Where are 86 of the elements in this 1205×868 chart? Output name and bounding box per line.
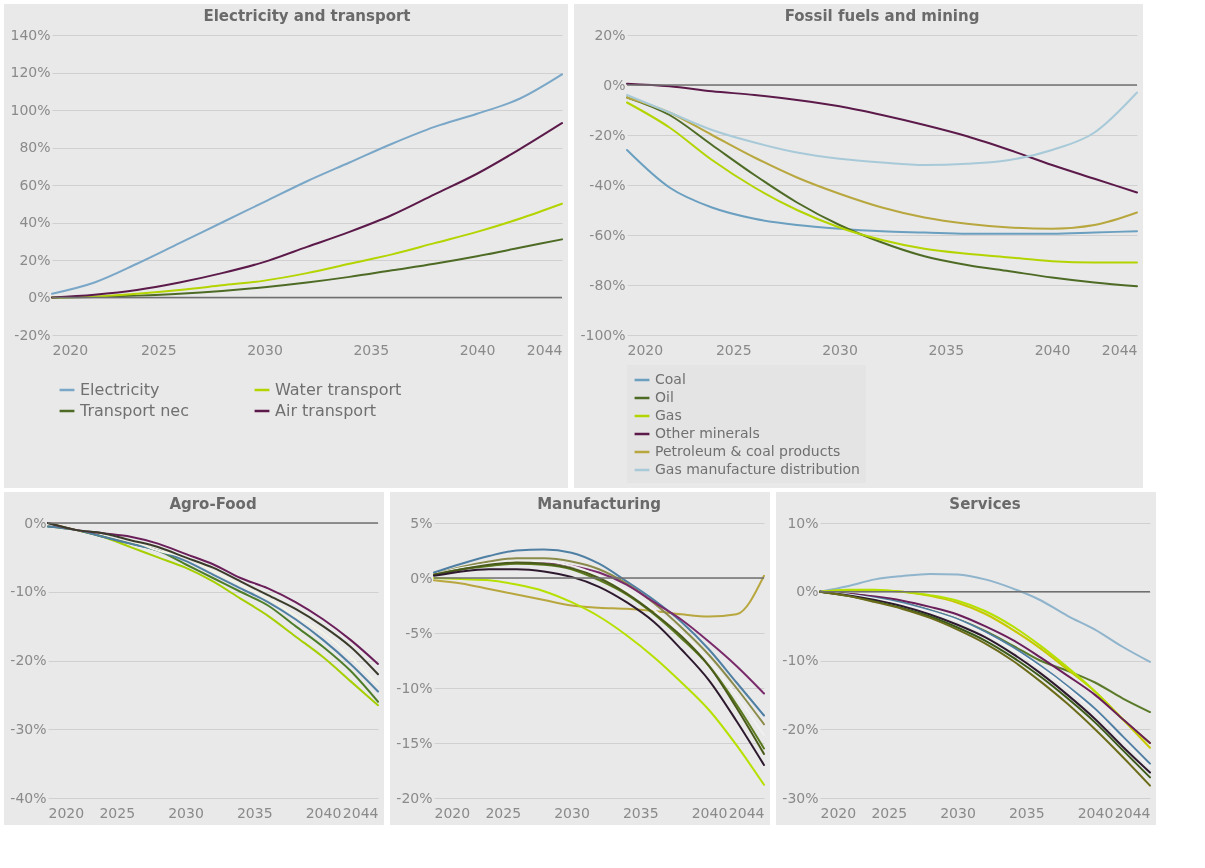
legend-label: Electricity [80, 380, 160, 399]
x-tick-label: 2044 [1101, 341, 1138, 358]
legend-label: Oil [655, 389, 674, 405]
x-tick-label: 2044 [342, 804, 379, 821]
y-tick-label: -15% [396, 734, 433, 751]
x-tick-label: 2030 [940, 804, 976, 821]
x-tick-label: 2020 [820, 804, 857, 821]
line-series [819, 572, 1151, 663]
legend-label: Other minerals [655, 425, 760, 441]
y-tick-label: -20% [10, 652, 47, 668]
y-tick-label: -100% [580, 326, 626, 343]
legend-label: Transport nec [79, 401, 189, 420]
legend-label: Petroleum & coal products [655, 443, 841, 459]
chart-title: Electricity and transport [203, 7, 411, 25]
x-tick-label: 2025 [715, 341, 752, 358]
line-series [626, 82, 1138, 194]
x-tick-label: 2020 [434, 804, 471, 821]
line-series [51, 122, 563, 299]
y-tick-label: -20% [396, 789, 433, 806]
x-tick-label: 2030 [554, 804, 590, 821]
chart-title: Manufacturing [537, 495, 661, 513]
line-series [433, 574, 765, 618]
line-series [626, 101, 1138, 264]
line-series [626, 91, 1138, 166]
legend-label: Coal [655, 371, 686, 387]
x-tick-label: 2030 [247, 341, 283, 358]
y-tick-label: -80% [589, 276, 626, 293]
x-tick-label: 2044 [526, 341, 563, 358]
legend-label: Gas manufacture distribution [655, 461, 860, 477]
x-tick-label: 2035 [928, 341, 965, 358]
y-tick-label: -40% [10, 789, 47, 806]
y-tick-label: -10% [10, 583, 47, 600]
legend-label: Air transport [275, 401, 376, 420]
x-tick-label: 2025 [140, 341, 177, 358]
legend-label: Water transport [275, 380, 402, 399]
y-tick-label: 100% [10, 101, 51, 118]
y-tick-label: -60% [589, 226, 626, 243]
y-tick-label: -5% [405, 624, 433, 641]
y-tick-label: -30% [10, 720, 47, 737]
x-tick-label: 2020 [52, 341, 89, 358]
line-series [51, 73, 563, 295]
x-tick-label: 2025 [99, 804, 136, 821]
line-series [626, 149, 1138, 235]
y-tick-label: 20% [594, 26, 626, 43]
x-tick-label: 2040 [691, 804, 728, 821]
x-tick-label: 2040 [1034, 341, 1071, 358]
y-tick-label: 0% [28, 289, 51, 305]
y-tick-label: 0% [796, 583, 819, 600]
x-tick-label: 2035 [622, 804, 659, 821]
y-tick-label: 120% [10, 64, 51, 80]
x-tick-label: 2040 [459, 341, 496, 358]
x-tick-label: 2035 [353, 341, 390, 358]
y-tick-label: -20% [782, 720, 819, 737]
y-tick-label: -20% [14, 326, 51, 343]
chart-title: Services [949, 495, 1021, 513]
y-tick-label: 0% [603, 76, 626, 93]
x-tick-label: 2040 [305, 804, 342, 821]
x-tick-label: 2044 [1114, 804, 1151, 821]
y-tick-label: -20% [589, 126, 626, 143]
x-tick-label: 2025 [485, 804, 522, 821]
y-tick-label: 40% [19, 214, 51, 230]
x-tick-label: 2020 [48, 804, 85, 821]
chart-title: Agro-Food [169, 495, 257, 513]
x-tick-label: 2030 [168, 804, 204, 821]
y-tick-label: 20% [19, 251, 51, 268]
y-tick-label: -10% [782, 652, 819, 668]
y-tick-label: 5% [410, 514, 433, 531]
y-tick-label: -30% [782, 789, 819, 806]
chart-title: Fossil fuels and mining [784, 7, 980, 25]
y-tick-label: -10% [396, 679, 433, 696]
x-tick-label: 2040 [1077, 804, 1114, 821]
y-tick-label: -40% [589, 176, 626, 193]
y-tick-label: 10% [787, 514, 819, 531]
x-tick-label: 2035 [236, 804, 273, 821]
y-tick-label: 60% [19, 176, 51, 193]
y-tick-label: 80% [19, 139, 51, 155]
y-tick-label: 0% [24, 514, 47, 531]
x-tick-label: 2035 [1008, 804, 1045, 821]
line-series [626, 96, 1138, 230]
legend-label: Gas [655, 407, 682, 423]
x-tick-label: 2020 [627, 341, 664, 358]
x-tick-label: 2030 [822, 341, 858, 358]
x-tick-label: 2025 [871, 804, 908, 821]
y-tick-label: 140% [10, 26, 51, 43]
y-tick-label: 0% [410, 569, 433, 586]
x-tick-label: 2044 [728, 804, 765, 821]
